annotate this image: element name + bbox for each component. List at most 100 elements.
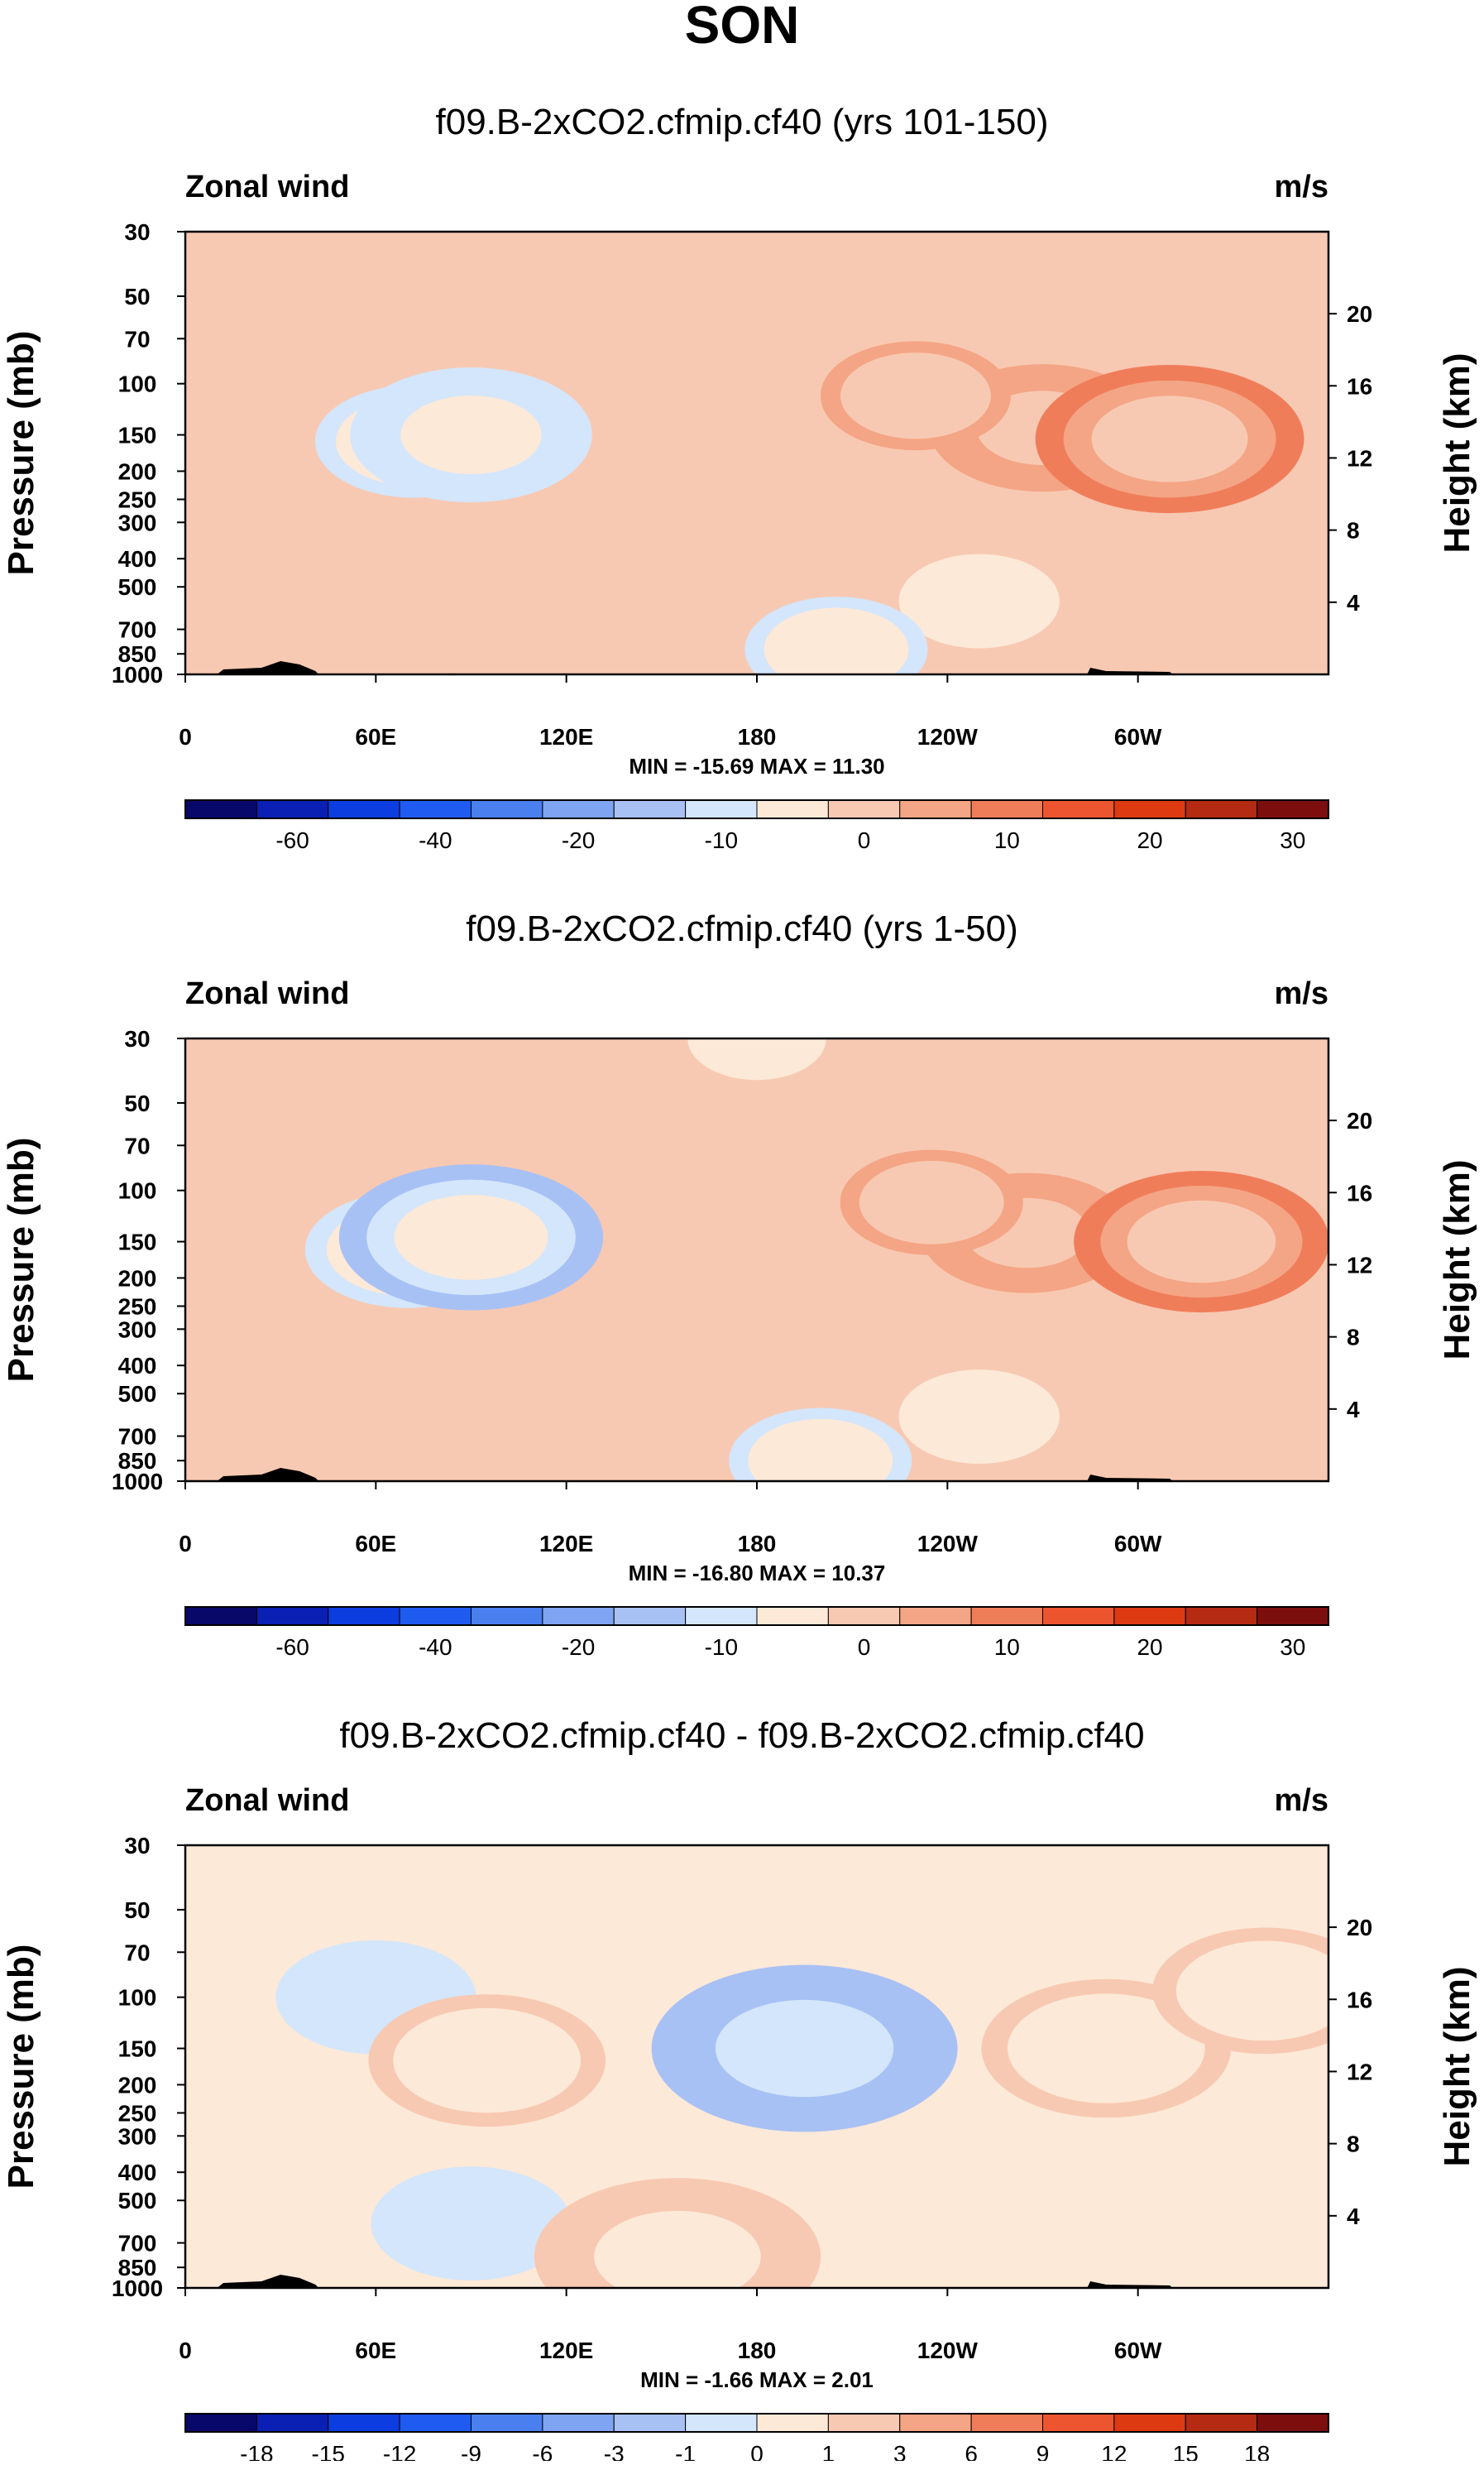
contour-region-4-3 [1127, 1200, 1276, 1283]
min-max-label: MIN = -16.80 MAX = 10.37 [629, 1561, 886, 1585]
colorbar-box-13 [1042, 799, 1115, 819]
colorbar-label: 12 [1101, 2441, 1127, 2461]
x-tick-label: 60E [355, 724, 396, 750]
height-tick-label: 20 [1347, 1915, 1372, 1940]
colorbar-label: 20 [1137, 827, 1162, 853]
contour-region-4-3 [1091, 396, 1248, 482]
height-tick-label: 4 [1347, 1397, 1360, 1422]
colorbar-box-9 [756, 799, 829, 819]
contour-region-2-3 [413, 2189, 529, 2257]
height-tick-label: 4 [1347, 2204, 1360, 2229]
y-tick-label: 700 [118, 2231, 157, 2256]
colorbar-label: -20 [562, 827, 595, 853]
x-tick-label: 0 [179, 1531, 192, 1556]
units-label: m/s [1275, 1783, 1328, 1818]
colorbar-box-16 [1257, 2413, 1329, 2433]
height-tick-label: 8 [1347, 1325, 1360, 1350]
panel-title: f09.B-2xCO2.cfmip.cf40 (yrs 1-50) [466, 909, 1018, 949]
colorbar-label: 9 [1036, 2441, 1050, 2461]
y-tick-label: 70 [124, 1940, 150, 1965]
height-tick-label: 20 [1347, 1108, 1372, 1134]
colorbar-label: 18 [1244, 2441, 1270, 2461]
y-tick-label: 150 [118, 2036, 157, 2062]
colorbar-box-14 [1113, 799, 1186, 819]
y-tick-label: 1000 [112, 2276, 163, 2301]
x-tick-label: 60W [1114, 1531, 1162, 1556]
y-tick-label: 30 [124, 219, 150, 245]
colorbar-label: 0 [858, 1634, 871, 1660]
y-tick-label: 700 [118, 1424, 157, 1450]
colorbar-box-2 [256, 2413, 329, 2433]
colorbar-box-2 [256, 1606, 329, 1626]
colorbar-label: 1 [822, 2441, 835, 2461]
y-tick-label: 50 [124, 1091, 150, 1116]
y-tick-label: 500 [118, 1381, 157, 1407]
colorbar-box-10 [827, 1606, 901, 1626]
colorbar-box-13 [1042, 2413, 1115, 2433]
y-tick-label: 850 [118, 641, 157, 667]
colorbar-box-6 [542, 2413, 615, 2433]
field-label: Zonal wind [185, 1783, 349, 1818]
colorbar-box-15 [1185, 2413, 1258, 2433]
x-tick-label: 60W [1114, 724, 1162, 750]
colorbar-label: -15 [312, 2441, 345, 2461]
contour-region-8-3 [408, 1407, 502, 1462]
topography-asia [217, 661, 319, 674]
colorbar-box-4 [399, 1606, 472, 1626]
colorbar-label: -9 [461, 2441, 481, 2461]
colorbar-box-10 [827, 2413, 901, 2433]
colorbar-label: -60 [275, 827, 309, 853]
panel-title: f09.B-2xCO2.cfmip.cf40 (yrs 101-150) [436, 102, 1049, 142]
y-tick-label: 70 [124, 1133, 150, 1158]
y-tick-label: 70 [124, 326, 150, 352]
colorbar-frame [184, 2413, 1329, 2433]
colorbar-label: -12 [383, 2441, 416, 2461]
y-tick-label: 200 [118, 1265, 157, 1291]
panel-2: f09.B-2xCO2.cfmip.cf40 (yrs 1-50) Zonal w… [1, 909, 1477, 1660]
contour-region-7-3 [767, 1430, 874, 1481]
min-max-label: MIN = -1.66 MAX = 2.01 [640, 2367, 874, 2392]
contour-region-5-3 [859, 363, 971, 428]
colorbar-box-1 [184, 2413, 257, 2433]
colorbar-box-11 [899, 2413, 972, 2433]
x-tick-label: 120W [917, 1531, 979, 1556]
contour-field [185, 1038, 1328, 1481]
colorbar-box-8 [685, 1606, 758, 1626]
colorbar-label: -40 [419, 827, 452, 853]
height-tick-label: 4 [1347, 590, 1360, 616]
panel-1: f09.B-2xCO2.cfmip.cf40 (yrs 101-150) Zona… [1, 102, 1477, 853]
y-tick-label: 400 [118, 546, 157, 572]
colorbar-box-5 [471, 2413, 543, 2433]
y-tick-label: 300 [118, 510, 157, 535]
colorbar-box-13 [1042, 1606, 1115, 1626]
field-label: Zonal wind [185, 976, 349, 1011]
x-tick-label: 60E [355, 1531, 396, 1556]
panels: f09.B-2xCO2.cfmip.cf40 (yrs 101-150) Zona… [1, 102, 1477, 2465]
contour-region-4-3 [418, 2021, 557, 2099]
y-tick-label: 850 [118, 1448, 157, 1474]
y-tick-label: 500 [118, 574, 157, 600]
colorbar-label: 0 [858, 827, 871, 853]
colorbar-box-3 [328, 799, 400, 819]
x-tick-label: 120E [539, 2338, 593, 2363]
colorbar-box-1 [184, 799, 257, 819]
y-tick-label: 250 [118, 1293, 157, 1319]
colorbar-box-15 [1185, 1606, 1258, 1626]
x-tick-label: 60E [355, 2338, 396, 2363]
y-tick-label: 400 [118, 2160, 157, 2185]
colorbar-label: 30 [1280, 1634, 1305, 1660]
right-axis-label: Height (km) [1437, 1160, 1477, 1360]
colorbar-box-9 [756, 2413, 829, 2433]
y-tick-label: 300 [118, 1316, 157, 1342]
colorbar-frame [184, 799, 1329, 819]
colorbar-box-12 [970, 799, 1043, 819]
x-tick-label: 120W [917, 724, 979, 750]
colorbar-label: 3 [893, 2441, 907, 2461]
height-tick-label: 16 [1347, 1180, 1372, 1206]
contour-region-6-3 [932, 1388, 1027, 1445]
colorbar-box-15 [1185, 799, 1258, 819]
colorbar-box-3 [328, 2413, 400, 2433]
colorbar-box-7 [613, 1606, 687, 1626]
colorbar-label: -20 [562, 1634, 595, 1660]
contour-region-1-3 [715, 1999, 894, 2098]
